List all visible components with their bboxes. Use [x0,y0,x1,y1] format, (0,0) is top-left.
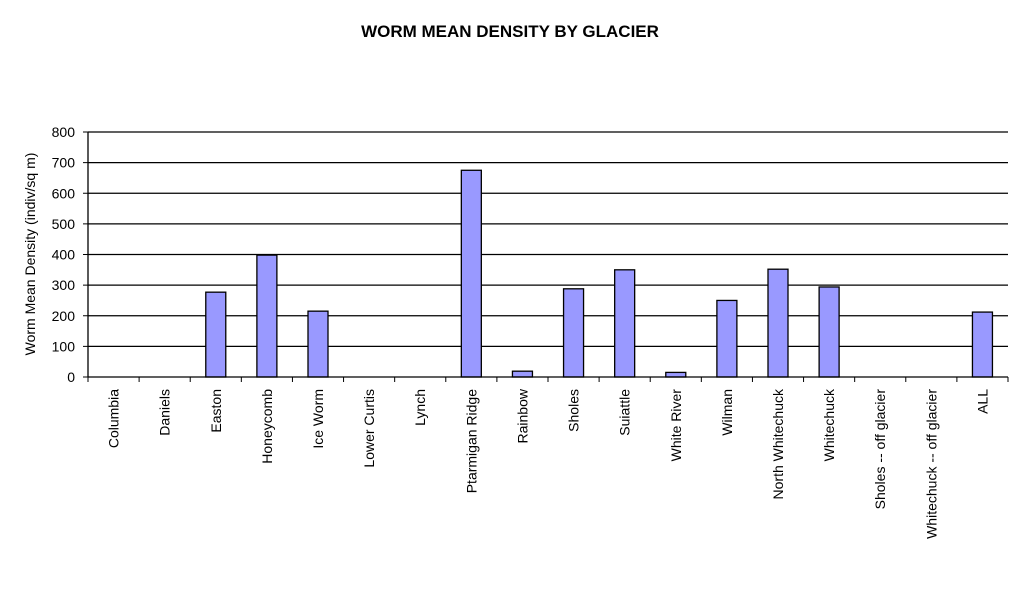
x-tick-label: Lower Curtis [361,389,377,468]
x-tick-label: Suiattle [617,389,633,436]
y-axis-label: Worm Mean Density (indiv/sq m) [22,153,38,356]
bar-rainbow [511,370,534,378]
x-tick-label: White River [668,389,684,462]
x-tick-label: Honeycomb [259,389,275,464]
x-tick-labels: Columbia Daniels Easton Honeycomb Ice Worm Lo… [106,388,991,539]
x-tick-label: Daniels [157,389,173,436]
bar-suiattle [614,269,636,378]
bar-sholes [562,288,585,378]
y-tick-label: 100 [52,338,76,354]
y-tick-label: 800 [52,124,76,140]
bar-ice-worm [307,310,329,378]
y-tick-label: 400 [52,247,76,263]
x-tick-label: Columbia [106,389,122,448]
y-tick-label: 0 [67,369,75,385]
y-tick-label: 300 [52,277,76,293]
bar-honeycomb [256,254,278,378]
x-tick-label: Sholes -- off glacier [872,389,888,510]
y-tick-labels: 0 100 200 300 400 500 600 700 800 [52,124,76,385]
bar-white-river [665,371,687,378]
x-tick-label: Ptarmigan Ridge [463,389,479,493]
gridlines [88,131,1008,348]
bar-north-whitechuck [767,268,789,378]
y-tick-label: 200 [52,308,76,324]
bar-whitechuck [818,286,840,378]
axes [83,131,1009,382]
x-tick-label: ALL [974,389,990,414]
x-tick-label: Easton [208,389,224,433]
y-tick-label: 600 [52,185,76,201]
bar-ptarmigan-ridge [460,169,482,378]
chart-title: WORM MEAN DENSITY BY GLACIER [361,22,659,41]
x-tick-label: Whitechuck -- off glacier [923,389,939,539]
x-tick-label: Sholes [566,389,582,432]
bar-easton [205,291,227,378]
x-tick-label: Ice Worm [310,389,326,449]
x-tick-label: Wilman [719,389,735,436]
bar-all [971,311,994,378]
x-tick-label: North Whitechuck [770,388,786,499]
x-tick-label: Whitechuck [821,388,837,461]
x-tick-label: Rainbow [514,388,530,443]
y-tick-label: 500 [52,216,76,232]
x-tick-label: Lynch [412,389,428,426]
bar-wilman [716,299,738,378]
y-tick-label: 700 [52,155,76,171]
